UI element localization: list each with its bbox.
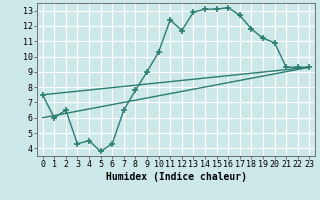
X-axis label: Humidex (Indice chaleur): Humidex (Indice chaleur)	[106, 172, 246, 182]
